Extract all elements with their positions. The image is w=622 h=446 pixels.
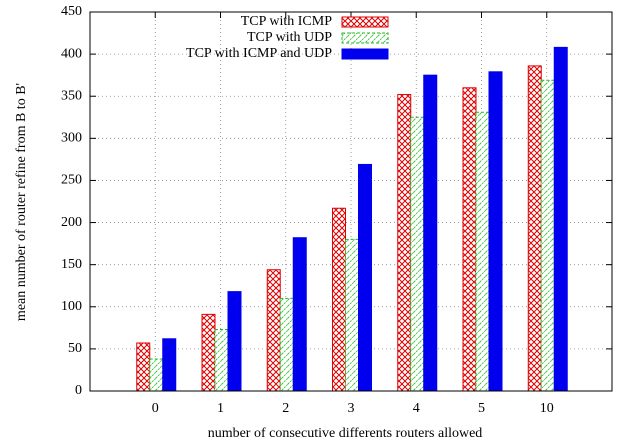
bar xyxy=(358,163,372,392)
bar xyxy=(475,111,490,392)
bar xyxy=(332,207,346,392)
bar xyxy=(462,87,477,392)
bar xyxy=(488,71,503,392)
y-tick-label: 100 xyxy=(61,299,82,314)
bar xyxy=(136,342,151,392)
y-tick-label: 150 xyxy=(61,257,82,272)
bar xyxy=(227,291,242,392)
y-tick-label: 200 xyxy=(61,215,82,230)
x-tick-label: 4 xyxy=(413,401,420,416)
y-tick-label: 300 xyxy=(61,131,82,146)
bar xyxy=(527,65,542,392)
y-tick-label: 250 xyxy=(61,173,82,188)
y-tick-label: 0 xyxy=(75,383,82,398)
y-tick-label: 400 xyxy=(61,46,82,61)
x-axis-label: number of consecutive differents routers… xyxy=(208,426,483,441)
x-tick-label: 2 xyxy=(282,401,289,416)
bar xyxy=(540,79,555,392)
bar xyxy=(397,94,412,392)
bar xyxy=(162,338,177,392)
plot-frame xyxy=(89,11,613,392)
y-axis-label: mean number of router refine from B to B… xyxy=(14,83,29,321)
bar xyxy=(553,46,568,392)
x-tick-label: 3 xyxy=(348,401,355,416)
legend-label: TCP with ICMP xyxy=(241,14,332,29)
x-tick-label: 0 xyxy=(152,401,159,416)
x-tick-label: 1 xyxy=(217,401,224,416)
legend-swatch xyxy=(341,48,389,60)
bar xyxy=(149,358,164,392)
legend-label: TCP with UDP xyxy=(247,30,332,45)
bar xyxy=(345,238,359,392)
legend-swatch xyxy=(341,16,389,28)
y-tick-label: 350 xyxy=(61,88,82,103)
bar xyxy=(201,313,216,392)
bar xyxy=(410,116,425,392)
x-tick-label: 5 xyxy=(478,401,485,416)
bar xyxy=(266,269,281,392)
y-tick-label: 50 xyxy=(68,341,82,356)
bar xyxy=(423,74,438,392)
bar xyxy=(214,329,229,392)
legend-label: TCP with ICMP and UDP xyxy=(186,46,332,61)
y-tick-label: 450 xyxy=(61,4,82,19)
bar xyxy=(292,237,307,392)
x-tick-label: 10 xyxy=(540,401,554,416)
legend-swatch xyxy=(341,32,389,44)
bar xyxy=(279,297,294,392)
